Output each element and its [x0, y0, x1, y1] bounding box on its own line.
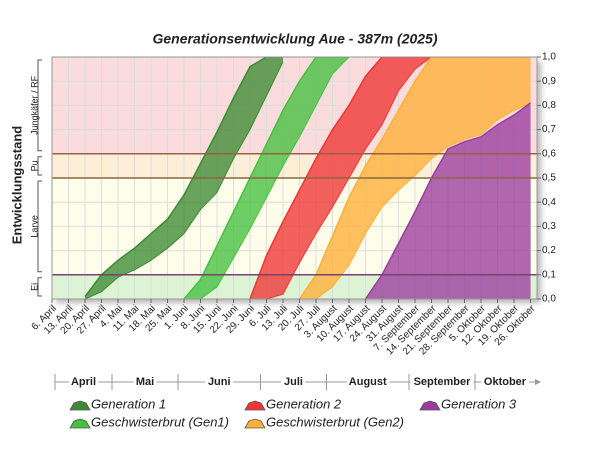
- y-tick-label: 0,8: [542, 100, 556, 111]
- legend-label: Generation 1: [91, 396, 166, 411]
- legend-swatch: [69, 418, 91, 429]
- month-label: Oktober: [484, 376, 527, 388]
- band-lower-line: [84, 61, 284, 299]
- month-label: April: [71, 376, 96, 388]
- y-tick-label: 0,1: [542, 269, 556, 280]
- legend-swatch: [244, 418, 266, 429]
- stage-bracket: [37, 156, 42, 176]
- y-tick-label: 1,0: [542, 52, 556, 63]
- band-upper-line: [249, 57, 432, 299]
- month-label: August: [349, 376, 387, 388]
- band-lower-line: [250, 57, 432, 299]
- month-label: Juni: [208, 376, 231, 388]
- y-tick-label: 0,5: [542, 173, 556, 184]
- y-tick-label: 0,6: [542, 148, 556, 159]
- legend-swatch: [69, 400, 91, 411]
- band-upper-line: [84, 57, 283, 298]
- band-upper-line: [298, 57, 531, 299]
- band-upper-line: [364, 102, 531, 299]
- y-axis-title: Entwicklungsstand: [9, 126, 24, 245]
- y-tick-label: 0,3: [542, 221, 556, 232]
- y-tick-label: 0,9: [542, 76, 556, 87]
- stage-label: Larve: [29, 215, 39, 238]
- stage-label: Pu: [29, 160, 39, 171]
- month-arrow: [535, 379, 541, 385]
- band-area: [365, 102, 531, 299]
- band-lower-line: [184, 57, 350, 299]
- y-tick-label: 0,4: [542, 197, 556, 208]
- band-area: [299, 57, 531, 299]
- legend-swatch: [244, 400, 266, 411]
- stage-label: Jungkäfer / RF: [29, 75, 39, 135]
- legend-swatch: [419, 400, 441, 411]
- month-label: Mai: [136, 376, 154, 388]
- legend-label: Geschwisterbrut (Gen1): [91, 414, 229, 429]
- month-label: September: [414, 376, 472, 388]
- stage-bracket: [37, 180, 42, 273]
- band-area: [85, 57, 283, 299]
- stage-bracket: [37, 277, 42, 297]
- legend-label: Generation 3: [441, 396, 517, 411]
- stage-label: Ei: [29, 283, 39, 291]
- stage-bracket: [37, 59, 42, 152]
- month-label: Juli: [284, 376, 303, 388]
- band-lower-line: [299, 102, 531, 299]
- band-upper-line: [183, 57, 349, 299]
- chart-title: Generationsentwicklung Aue - 387m (2025): [152, 31, 437, 47]
- legend-label: Generation 2: [266, 396, 342, 411]
- y-tick-label: 0,0: [542, 294, 556, 305]
- y-tick-label: 0,7: [542, 124, 556, 135]
- y-tick-label: 0,2: [542, 245, 556, 256]
- legend-label: Geschwisterbrut (Gen2): [266, 414, 404, 429]
